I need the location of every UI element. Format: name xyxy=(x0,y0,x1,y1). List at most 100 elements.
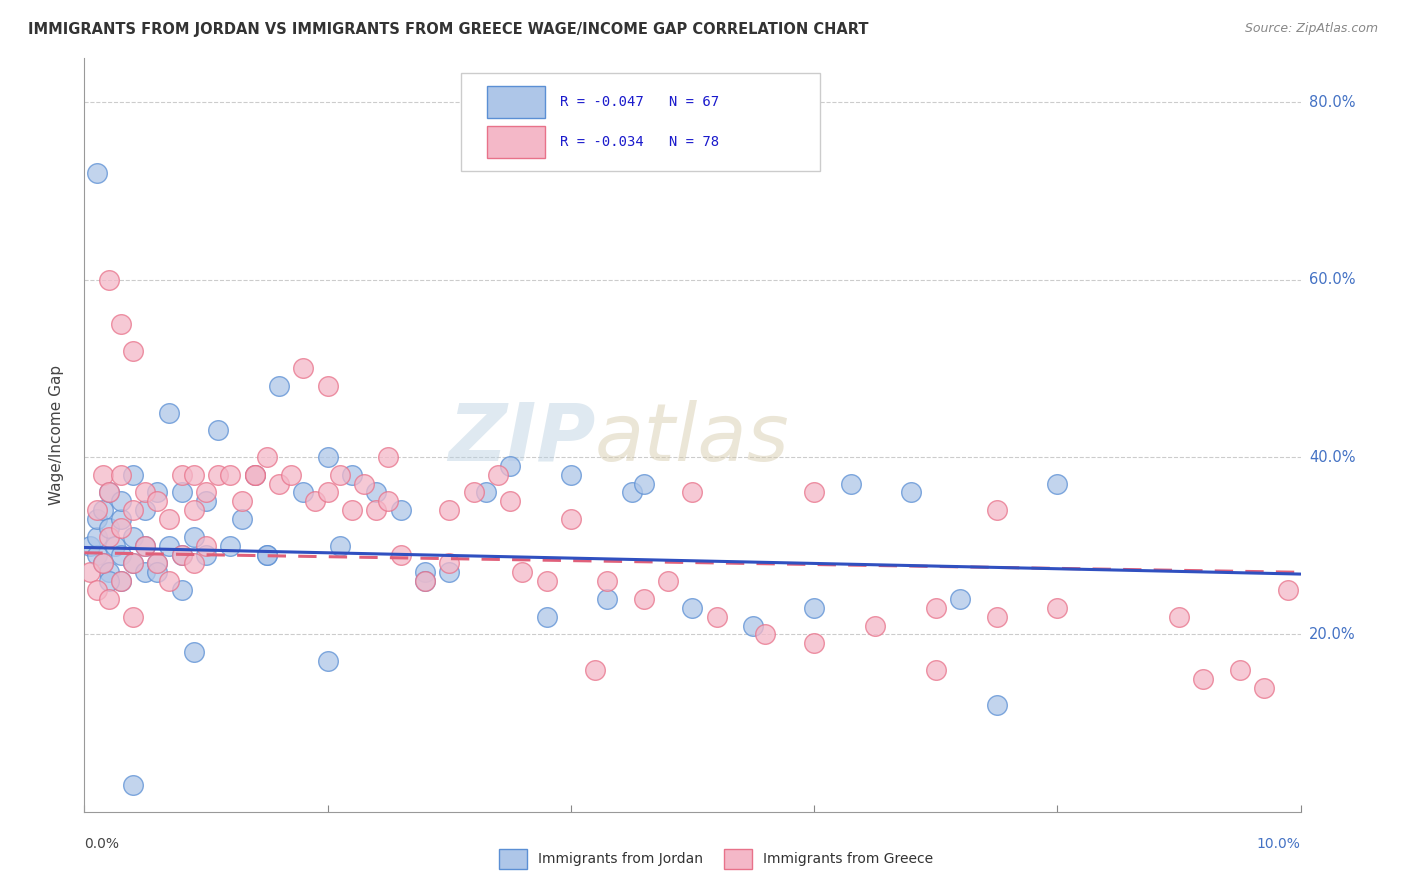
Point xyxy=(316,379,339,393)
Text: ZIP: ZIP xyxy=(447,400,595,477)
Point xyxy=(413,574,436,589)
Text: 20.0%: 20.0% xyxy=(1309,627,1355,642)
Point xyxy=(329,539,352,553)
Point xyxy=(86,530,108,544)
Text: Source: ZipAtlas.com: Source: ZipAtlas.com xyxy=(1244,22,1378,36)
Point xyxy=(292,485,315,500)
Point xyxy=(194,539,218,553)
Point xyxy=(134,566,156,580)
Point xyxy=(170,467,193,482)
Point xyxy=(474,485,496,500)
Point xyxy=(110,548,132,562)
Point xyxy=(1253,681,1275,695)
Point xyxy=(194,548,218,562)
Point xyxy=(231,494,253,508)
Point xyxy=(86,166,108,180)
Text: 60.0%: 60.0% xyxy=(1309,272,1355,287)
Bar xyxy=(486,87,546,118)
Point xyxy=(122,557,145,571)
Point xyxy=(754,627,776,641)
Point xyxy=(1167,609,1189,624)
Point xyxy=(134,539,156,553)
Point xyxy=(1277,582,1299,597)
Text: IMMIGRANTS FROM JORDAN VS IMMIGRANTS FROM GREECE WAGE/INCOME GAP CORRELATION CHA: IMMIGRANTS FROM JORDAN VS IMMIGRANTS FRO… xyxy=(28,22,869,37)
Point xyxy=(110,317,132,331)
Point xyxy=(97,574,120,589)
Bar xyxy=(486,126,546,158)
Point xyxy=(986,609,1008,624)
Point xyxy=(1046,600,1069,615)
Point xyxy=(194,494,218,508)
Point xyxy=(1192,672,1215,686)
Point xyxy=(256,548,278,562)
Point xyxy=(925,663,948,677)
Point xyxy=(560,467,582,482)
Point xyxy=(596,591,619,606)
Point xyxy=(292,361,315,376)
Point xyxy=(219,467,242,482)
Point xyxy=(91,503,114,517)
Point xyxy=(97,485,120,500)
Point xyxy=(231,512,253,526)
Point xyxy=(633,591,655,606)
Point xyxy=(104,539,127,553)
Point xyxy=(86,512,108,526)
Point xyxy=(377,450,399,464)
Y-axis label: Wage/Income Gap: Wage/Income Gap xyxy=(49,365,63,505)
Point xyxy=(146,566,169,580)
Point xyxy=(122,467,145,482)
Point xyxy=(110,574,132,589)
Point xyxy=(377,494,399,508)
Point xyxy=(159,512,181,526)
Point xyxy=(110,467,132,482)
Point xyxy=(280,467,302,482)
Point xyxy=(986,503,1008,517)
Point xyxy=(243,467,266,482)
Point xyxy=(353,476,375,491)
Point xyxy=(146,557,169,571)
Point xyxy=(304,494,326,508)
Point xyxy=(329,467,352,482)
Point xyxy=(146,485,169,500)
Point xyxy=(803,485,825,500)
Text: atlas: atlas xyxy=(595,400,790,477)
Point xyxy=(267,476,290,491)
Point xyxy=(79,566,101,580)
Point xyxy=(110,494,132,508)
Point xyxy=(159,406,181,420)
Point xyxy=(122,343,145,358)
Point xyxy=(463,485,485,500)
Text: R = -0.047   N = 67: R = -0.047 N = 67 xyxy=(560,95,718,109)
Point xyxy=(486,467,509,482)
Point xyxy=(949,591,972,606)
Point xyxy=(91,557,114,571)
Point xyxy=(803,600,825,615)
Point xyxy=(986,698,1008,713)
Point xyxy=(389,503,412,517)
Point xyxy=(620,485,643,500)
Point xyxy=(596,574,619,589)
Point xyxy=(439,503,461,517)
Text: 40.0%: 40.0% xyxy=(1309,450,1355,465)
Point xyxy=(366,485,388,500)
Point xyxy=(159,539,181,553)
Point xyxy=(110,574,132,589)
Point xyxy=(316,485,339,500)
Point xyxy=(170,548,193,562)
Point xyxy=(110,521,132,535)
Point xyxy=(413,574,436,589)
Point xyxy=(536,574,558,589)
Point xyxy=(207,424,229,438)
Point xyxy=(256,548,278,562)
Point xyxy=(86,503,108,517)
Point xyxy=(122,778,145,792)
Point xyxy=(207,467,229,482)
Point xyxy=(510,566,533,580)
Text: Immigrants from Greece: Immigrants from Greece xyxy=(763,852,934,866)
Point xyxy=(657,574,679,589)
Point xyxy=(97,591,120,606)
Point xyxy=(79,539,101,553)
Point xyxy=(183,503,205,517)
Point xyxy=(536,609,558,624)
Text: R = -0.034   N = 78: R = -0.034 N = 78 xyxy=(560,135,718,149)
